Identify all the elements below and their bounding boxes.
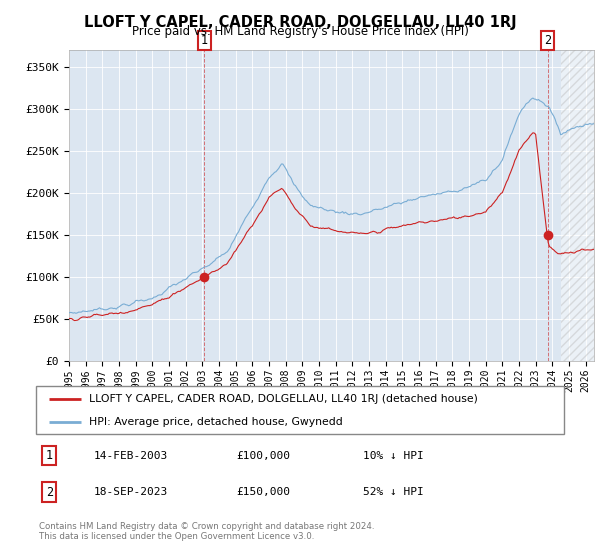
Text: 1: 1 [201, 34, 208, 47]
Text: LLOFT Y CAPEL, CADER ROAD, DOLGELLAU, LL40 1RJ (detached house): LLOFT Y CAPEL, CADER ROAD, DOLGELLAU, LL… [89, 394, 478, 404]
Text: 1: 1 [46, 449, 53, 462]
Text: 52% ↓ HPI: 52% ↓ HPI [364, 487, 424, 497]
Text: Contains HM Land Registry data © Crown copyright and database right 2024.
This d: Contains HM Land Registry data © Crown c… [39, 522, 374, 542]
Text: Price paid vs. HM Land Registry's House Price Index (HPI): Price paid vs. HM Land Registry's House … [131, 25, 469, 38]
Bar [560, 50, 594, 361]
FancyBboxPatch shape [36, 386, 564, 434]
Text: 10% ↓ HPI: 10% ↓ HPI [364, 451, 424, 461]
Text: 14-FEB-2003: 14-FEB-2003 [94, 451, 169, 461]
Text: LLOFT Y CAPEL, CADER ROAD, DOLGELLAU, LL40 1RJ: LLOFT Y CAPEL, CADER ROAD, DOLGELLAU, LL… [83, 15, 517, 30]
Text: £100,000: £100,000 [236, 451, 290, 461]
Text: £150,000: £150,000 [236, 487, 290, 497]
Text: 2: 2 [46, 486, 53, 498]
Text: 2: 2 [544, 34, 551, 47]
Text: HPI: Average price, detached house, Gwynedd: HPI: Average price, detached house, Gwyn… [89, 417, 343, 427]
Text: 18-SEP-2023: 18-SEP-2023 [94, 487, 169, 497]
